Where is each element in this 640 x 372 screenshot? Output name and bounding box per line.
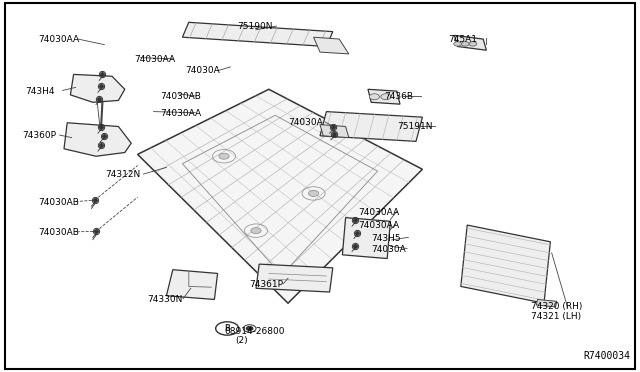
Circle shape bbox=[219, 153, 229, 159]
Text: (2): (2) bbox=[236, 336, 248, 345]
Text: 74030AA: 74030AA bbox=[358, 221, 399, 230]
Circle shape bbox=[469, 42, 477, 46]
Text: 7436B: 7436B bbox=[384, 92, 413, 101]
Polygon shape bbox=[461, 225, 550, 303]
Polygon shape bbox=[138, 89, 422, 303]
Text: R7400034: R7400034 bbox=[584, 351, 630, 361]
Text: 74030A: 74030A bbox=[186, 66, 220, 75]
Polygon shape bbox=[256, 264, 333, 292]
Circle shape bbox=[381, 94, 391, 100]
Text: 74030AA: 74030AA bbox=[38, 35, 79, 44]
Polygon shape bbox=[314, 37, 349, 54]
Text: 745A1: 745A1 bbox=[448, 35, 477, 44]
Polygon shape bbox=[166, 270, 218, 299]
Polygon shape bbox=[342, 218, 390, 259]
Text: 74030A: 74030A bbox=[371, 245, 406, 254]
Polygon shape bbox=[454, 35, 486, 50]
Circle shape bbox=[246, 327, 253, 330]
Text: 74030AB: 74030AB bbox=[38, 228, 79, 237]
Text: 74321 (LH): 74321 (LH) bbox=[531, 312, 581, 321]
Text: 74320 (RH): 74320 (RH) bbox=[531, 302, 582, 311]
Text: 74330N: 74330N bbox=[147, 295, 182, 304]
Circle shape bbox=[216, 322, 239, 335]
Text: 74312N: 74312N bbox=[106, 170, 141, 179]
Text: 75190N: 75190N bbox=[237, 22, 272, 31]
Text: 75191N: 75191N bbox=[397, 122, 432, 131]
Text: 743H4: 743H4 bbox=[26, 87, 55, 96]
Circle shape bbox=[454, 42, 461, 46]
Text: 08914-26800: 08914-26800 bbox=[224, 327, 285, 336]
Circle shape bbox=[308, 190, 319, 196]
Circle shape bbox=[461, 42, 469, 46]
Text: 743H5: 743H5 bbox=[371, 234, 401, 243]
Text: 74030AB: 74030AB bbox=[160, 92, 201, 101]
Text: B: B bbox=[225, 324, 230, 333]
Text: 74030AA: 74030AA bbox=[160, 109, 201, 118]
Polygon shape bbox=[320, 112, 422, 141]
Text: 74030AA: 74030AA bbox=[358, 208, 399, 217]
Polygon shape bbox=[368, 89, 400, 104]
Polygon shape bbox=[182, 22, 333, 46]
Text: 74030A: 74030A bbox=[288, 118, 323, 127]
Polygon shape bbox=[70, 74, 125, 102]
Polygon shape bbox=[536, 299, 557, 307]
Text: 74361P: 74361P bbox=[250, 280, 284, 289]
Polygon shape bbox=[64, 123, 131, 156]
Text: 74030AB: 74030AB bbox=[38, 198, 79, 207]
Polygon shape bbox=[320, 125, 349, 138]
Text: 74360P: 74360P bbox=[22, 131, 56, 140]
Circle shape bbox=[251, 228, 261, 234]
Circle shape bbox=[369, 94, 380, 100]
Text: 74030AA: 74030AA bbox=[134, 55, 175, 64]
